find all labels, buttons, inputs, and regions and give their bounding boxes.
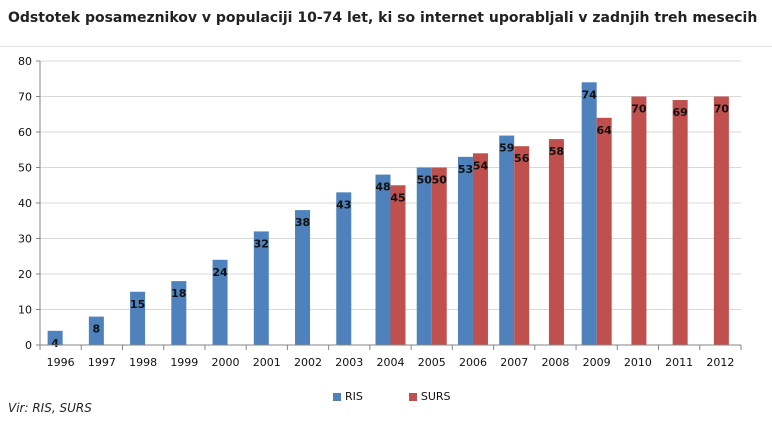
data-label-ris-2007: 59: [499, 142, 514, 155]
data-label-surs-2005: 50: [432, 174, 448, 187]
y-tick-label: 20: [18, 268, 32, 281]
y-tick-label: 40: [18, 197, 32, 210]
x-tick-label: 1999: [170, 356, 198, 369]
bar-chart: 0 10 20 30 40 50 60 70 80 1996 1997 1998 1999 2000 20…: [0, 0, 772, 380]
bar-ris-2003: [336, 192, 351, 345]
y-tick-label: 30: [18, 233, 32, 246]
bar-surs-2006: [473, 153, 488, 345]
legend: RIS SURS: [333, 390, 497, 403]
data-label-ris-1998: 15: [130, 298, 145, 311]
legend-item-surs: SURS: [409, 390, 451, 403]
data-label-surs-2006: 54: [473, 159, 489, 172]
x-tick-label: 2007: [500, 356, 528, 369]
source-note: Vir: RIS, SURS: [8, 401, 92, 415]
data-label-ris-2005: 50: [417, 174, 433, 187]
data-label-ris-2002: 38: [295, 216, 310, 229]
bar-ris-2002: [295, 210, 310, 345]
data-label-ris-2003: 43: [336, 198, 351, 211]
y-tick-label: 70: [18, 91, 32, 104]
x-tick-label: 2006: [459, 356, 487, 369]
y-tick-labels: 0 10 20 30 40 50 60 70 80: [18, 55, 32, 352]
x-tick-label: 2010: [624, 356, 652, 369]
x-tick-label: 2012: [706, 356, 734, 369]
bar-ris-2006: [458, 157, 473, 345]
x-tick-label: 2009: [583, 356, 611, 369]
data-label-ris-2006: 53: [458, 163, 473, 176]
data-label-ris-2004: 48: [375, 181, 390, 194]
y-tick-label: 60: [18, 126, 32, 139]
x-tick-label: 1997: [88, 356, 116, 369]
x-tick-label: 2005: [418, 356, 446, 369]
data-label-surs-2010: 70: [631, 103, 647, 116]
x-tick-label: 1998: [129, 356, 157, 369]
legend-label-surs: SURS: [421, 390, 451, 403]
x-tick-label: 1996: [47, 356, 75, 369]
bar-surs-2010: [631, 97, 646, 346]
bar-surs-2012: [714, 97, 729, 346]
y-tick-label: 50: [18, 162, 32, 175]
data-label-surs-2007: 56: [514, 152, 530, 165]
bar-surs-2004: [391, 185, 406, 345]
x-tick-label: 2008: [541, 356, 569, 369]
legend-label-ris: RIS: [345, 390, 363, 403]
data-label-surs-2011: 69: [672, 106, 687, 119]
data-label-ris-2000: 24: [212, 266, 228, 279]
x-tick-label: 2002: [294, 356, 322, 369]
x-tick-label: 2003: [335, 356, 363, 369]
data-label-surs-2009: 64: [597, 124, 613, 137]
x-tick-label: 2004: [377, 356, 405, 369]
y-tick-label: 10: [18, 304, 32, 317]
bar-surs-2008: [549, 139, 564, 345]
x-tick-label: 2000: [212, 356, 240, 369]
bar-ris-2005: [417, 168, 432, 346]
bar-ris-2007: [499, 136, 514, 345]
data-label-surs-2004: 45: [390, 191, 405, 204]
x-tick-label: 2011: [665, 356, 693, 369]
data-label-ris-1997: 8: [93, 323, 101, 336]
bar-surs-2009: [597, 118, 612, 345]
bar-ris-2009: [582, 82, 597, 345]
bar-surs-2005: [432, 168, 447, 346]
data-label-ris-1996: 4: [51, 337, 59, 350]
data-label-ris-2001: 32: [254, 237, 269, 250]
y-tick-label: 80: [18, 55, 32, 68]
bars: [48, 82, 729, 345]
bar-surs-2007: [514, 146, 529, 345]
x-tick-labels: 1996 1997 1998 1999 2000 2001 2002 2003 2004 2005…: [47, 356, 735, 369]
data-label-surs-2012: 70: [714, 103, 730, 116]
bar-surs-2011: [673, 100, 688, 345]
x-tick-label: 2001: [253, 356, 281, 369]
legend-swatch-ris: [333, 393, 341, 401]
legend-swatch-surs: [409, 393, 417, 401]
bar-ris-2004: [376, 175, 391, 345]
data-label-ris-1999: 18: [171, 287, 186, 300]
data-label-ris-2009: 74: [582, 88, 598, 101]
y-tick-label: 0: [25, 339, 32, 352]
data-label-surs-2008: 58: [549, 145, 564, 158]
legend-item-ris: RIS: [333, 390, 363, 403]
